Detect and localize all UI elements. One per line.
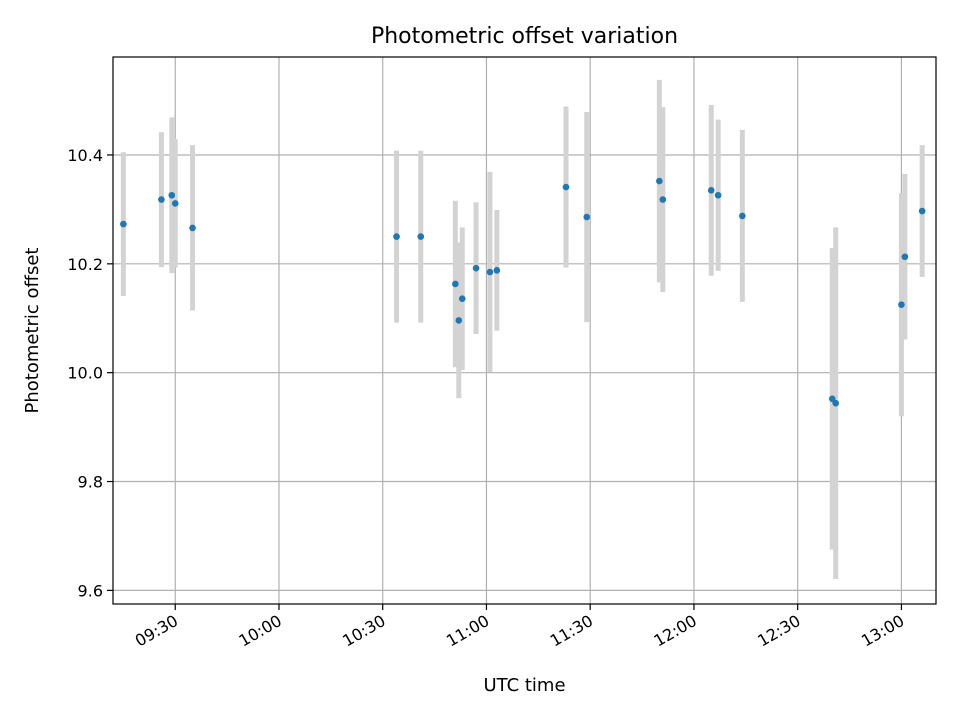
data-point (452, 280, 459, 288)
y-tick-label: 10.0 (67, 364, 103, 383)
data-point (158, 196, 165, 203)
data-point (918, 207, 926, 215)
data-point (120, 220, 127, 228)
plot-area-frame (112, 56, 937, 605)
x-axis-label: UTC time (483, 675, 565, 696)
data-point (832, 399, 840, 407)
y-tick-label: 10.2 (67, 255, 103, 274)
data-points (120, 177, 926, 407)
data-point (739, 212, 746, 220)
y-tick-label: 9.8 (78, 473, 103, 492)
chart-title: Photometric offset variation (371, 24, 678, 49)
y-axis-ticks: 9.6 9.8 10.0 10.2 10.4 (67, 146, 113, 600)
data-point (562, 183, 570, 191)
data-point (901, 253, 909, 261)
data-point (898, 301, 905, 308)
data-point (656, 177, 663, 185)
data-point (659, 196, 667, 203)
data-point (707, 187, 715, 194)
data-point (168, 191, 176, 199)
data-point (455, 317, 463, 324)
y-tick-label: 10.4 (67, 146, 103, 165)
data-point (458, 295, 466, 302)
data-point (171, 200, 179, 207)
data-point (393, 233, 400, 240)
y-axis-label: Photometric offset (22, 248, 43, 414)
data-point (189, 224, 196, 232)
grid (113, 57, 936, 604)
data-point (486, 268, 494, 276)
y-tick-label: 9.6 (78, 581, 103, 600)
data-point (493, 267, 501, 274)
data-point (472, 264, 480, 272)
data-point (714, 191, 722, 199)
data-point (583, 213, 591, 221)
data-point (417, 233, 425, 240)
